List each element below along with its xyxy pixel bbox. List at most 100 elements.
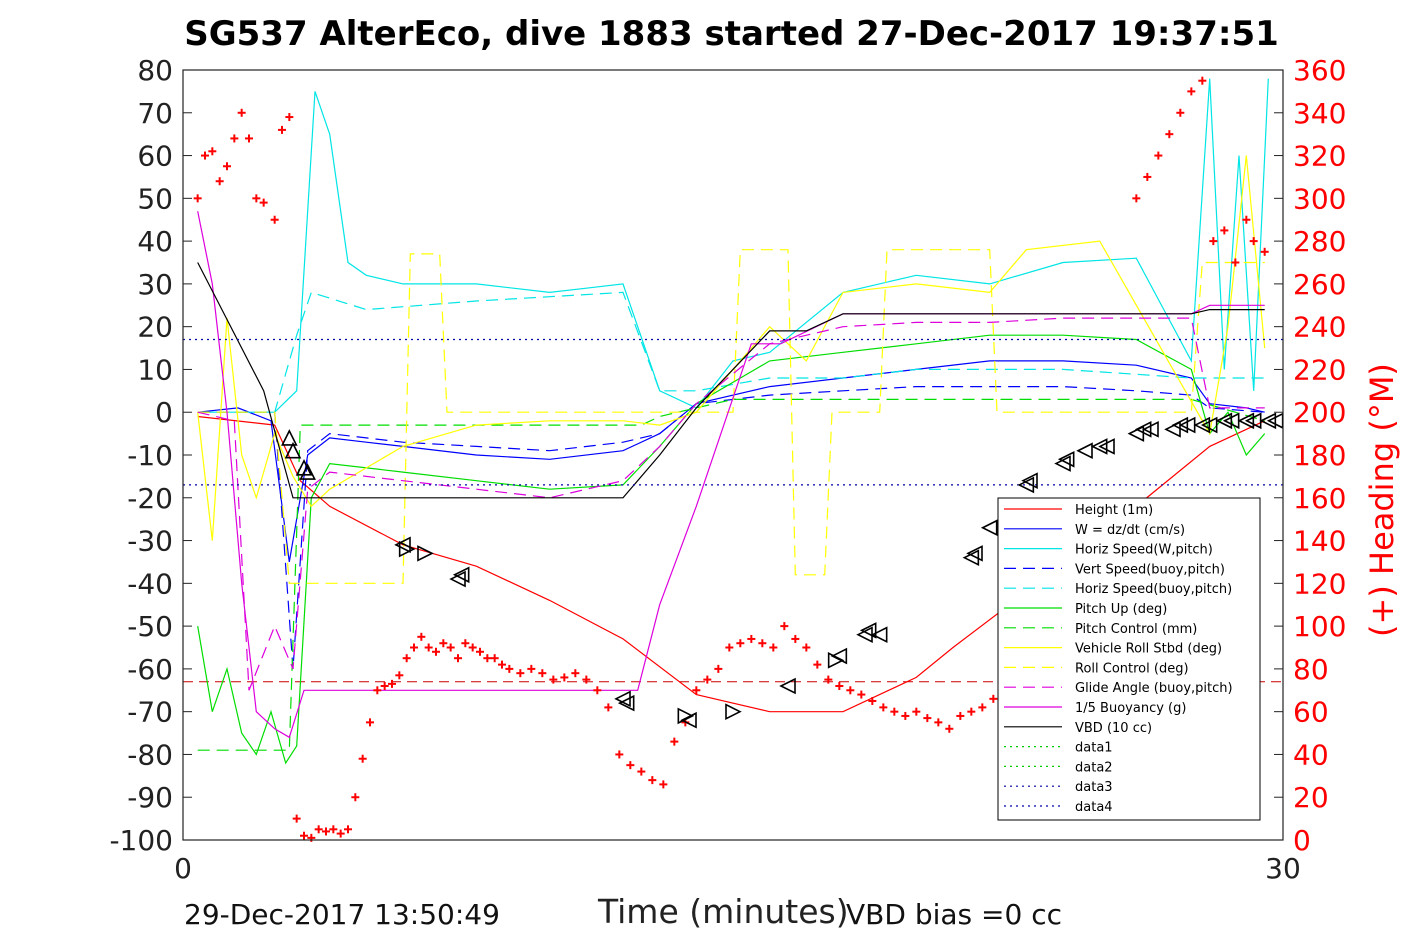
- glider-marker: [1171, 416, 1189, 434]
- heading-point: [270, 215, 279, 224]
- glider-marker: [281, 429, 298, 446]
- heading-point: [835, 682, 844, 690]
- series-group: [183, 78, 1283, 765]
- heading-point: [802, 643, 811, 652]
- glider-marker: [1215, 412, 1233, 430]
- series-line-7: [197, 155, 1266, 541]
- left-tick-label: 0: [155, 396, 173, 429]
- heading-point: [373, 686, 382, 695]
- heading-point: [1209, 237, 1218, 246]
- heading-point: [322, 827, 330, 836]
- legend-item-label: Horiz Speed(W,pitch): [1075, 543, 1213, 558]
- x-tick-label: 30: [1265, 852, 1301, 885]
- heading-point: [1165, 130, 1174, 139]
- glider-marker: [1134, 421, 1152, 438]
- right-tick-label: 80: [1293, 653, 1329, 686]
- left-tick-label: -90: [127, 781, 173, 814]
- heading-point: [446, 643, 455, 652]
- legend-item-label: Vert Speed(buoy,pitch): [1075, 562, 1225, 577]
- series-line-6: [197, 398, 1265, 751]
- glider-marker: [1193, 416, 1211, 434]
- glider-marker: [394, 536, 411, 554]
- heading-point: [498, 660, 506, 669]
- heading-point: [1176, 108, 1185, 117]
- glider-marker: [617, 694, 635, 712]
- glider-marker: [1142, 421, 1159, 438]
- heading-point: [505, 664, 514, 673]
- heading-point: [901, 711, 910, 720]
- right-tick-label: 100: [1293, 610, 1346, 643]
- glider-marker: [1098, 438, 1115, 455]
- legend-item-label: VBD (10 cc): [1075, 721, 1152, 736]
- right-tick-label: 40: [1293, 738, 1329, 771]
- heading-point: [868, 696, 877, 705]
- heading-point: [923, 714, 932, 723]
- right-tick-label: 140: [1293, 525, 1346, 558]
- heading-point: [252, 194, 261, 203]
- legend-item-label: Glide Angle (buoy,pitch): [1075, 681, 1233, 696]
- heading-point: [424, 643, 433, 652]
- glider-marker: [830, 647, 848, 665]
- heading-point: [593, 686, 602, 695]
- heading-point: [329, 825, 338, 834]
- heading-point: [366, 718, 374, 727]
- right-tick-label: 220: [1293, 353, 1346, 386]
- heading-point: [824, 675, 833, 684]
- glider-marker: [398, 540, 416, 558]
- glider-marker: [966, 545, 983, 562]
- legend-item-label: 1/5 Buoyancy (g): [1075, 701, 1186, 716]
- legend: Height (1m) W = dz/dt (cm/s) Horiz Speed(W…: [997, 497, 1261, 821]
- heading-point: [201, 151, 209, 160]
- series-line-11: [197, 262, 1265, 499]
- ticks-group: 80706050403020100-10-20-30-40-50-60-70-8…: [109, 54, 1346, 885]
- heading-point: [725, 643, 734, 652]
- right-tick-label: 200: [1293, 396, 1346, 429]
- right-tick-label: 340: [1293, 97, 1346, 130]
- heading-point: [626, 761, 635, 770]
- left-tick-label: -30: [127, 525, 173, 558]
- heading-point: [1249, 237, 1258, 246]
- glider-marker: [870, 626, 888, 643]
- heading-point: [945, 724, 954, 733]
- heading-point: [692, 686, 701, 695]
- glider-marker: [417, 545, 434, 562]
- left-tick-label: -20: [127, 482, 173, 515]
- glider-marker: [859, 622, 877, 639]
- heading-point: [439, 639, 448, 648]
- heading-point: [454, 654, 462, 663]
- x-axis-label: Time (minutes): [598, 892, 849, 931]
- heading-point: [538, 669, 547, 678]
- left-tick-label: -10: [127, 439, 173, 472]
- heading-point: [1154, 151, 1163, 160]
- glider-marker: [1259, 412, 1277, 430]
- heading-point: [417, 632, 426, 641]
- right-tick-label: 0: [1293, 824, 1311, 857]
- heading-point: [978, 703, 987, 712]
- heading-point: [1260, 247, 1269, 256]
- right-tick-label: 280: [1293, 225, 1346, 258]
- heading-point: [300, 831, 308, 840]
- heading-point: [388, 679, 396, 688]
- heading-point: [703, 675, 712, 684]
- heading-point: [956, 711, 965, 720]
- left-tick-label: 20: [137, 311, 173, 344]
- right-y-axis-label: (+) Heading (°M): [1363, 363, 1401, 637]
- glider-marker: [299, 463, 316, 480]
- heading-point: [245, 134, 253, 143]
- heading-point: [278, 125, 286, 134]
- heading-point: [890, 707, 899, 716]
- heading-point: [560, 673, 569, 682]
- heading-point: [813, 660, 822, 669]
- heading-point: [1242, 215, 1251, 224]
- heading-point: [714, 664, 723, 673]
- legend-item-label: Height (1m): [1075, 503, 1153, 518]
- heading-point: [989, 694, 998, 703]
- legend-item-label: data1: [1075, 741, 1113, 756]
- legend-item-label: Pitch Control (mm): [1075, 622, 1197, 637]
- left-tick-label: -100: [109, 824, 173, 857]
- heading-point: [549, 675, 558, 684]
- right-tick-label: 360: [1293, 54, 1346, 87]
- heading-point: [934, 718, 943, 727]
- vbd-bias-text: VBD bias =0 cc: [846, 898, 1062, 931]
- heading-point: [1220, 226, 1229, 235]
